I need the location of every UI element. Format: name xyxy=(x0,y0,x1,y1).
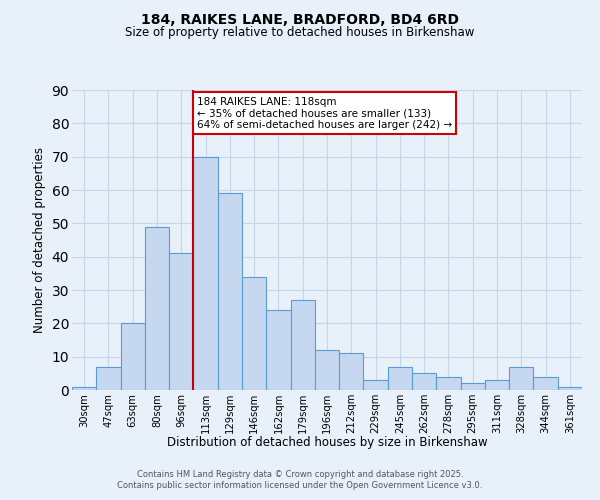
Bar xyxy=(218,194,242,390)
Bar xyxy=(121,324,145,390)
Bar xyxy=(533,376,558,390)
Bar xyxy=(509,366,533,390)
Bar xyxy=(436,376,461,390)
X-axis label: Distribution of detached houses by size in Birkenshaw: Distribution of detached houses by size … xyxy=(167,436,487,449)
Bar xyxy=(461,384,485,390)
Bar xyxy=(339,354,364,390)
Text: Size of property relative to detached houses in Birkenshaw: Size of property relative to detached ho… xyxy=(125,26,475,39)
Bar xyxy=(485,380,509,390)
Bar xyxy=(72,386,96,390)
Y-axis label: Number of detached properties: Number of detached properties xyxy=(33,147,46,333)
Bar xyxy=(242,276,266,390)
Text: 184 RAIKES LANE: 118sqm
← 35% of detached houses are smaller (133)
64% of semi-d: 184 RAIKES LANE: 118sqm ← 35% of detache… xyxy=(197,96,452,130)
Bar xyxy=(388,366,412,390)
Text: Contains public sector information licensed under the Open Government Licence v3: Contains public sector information licen… xyxy=(118,481,482,490)
Bar xyxy=(145,226,169,390)
Bar xyxy=(364,380,388,390)
Bar xyxy=(290,300,315,390)
Bar xyxy=(558,386,582,390)
Bar xyxy=(193,156,218,390)
Bar xyxy=(266,310,290,390)
Text: 184, RAIKES LANE, BRADFORD, BD4 6RD: 184, RAIKES LANE, BRADFORD, BD4 6RD xyxy=(141,12,459,26)
Bar xyxy=(412,374,436,390)
Text: Contains HM Land Registry data © Crown copyright and database right 2025.: Contains HM Land Registry data © Crown c… xyxy=(137,470,463,479)
Bar xyxy=(169,254,193,390)
Bar xyxy=(315,350,339,390)
Bar xyxy=(96,366,121,390)
